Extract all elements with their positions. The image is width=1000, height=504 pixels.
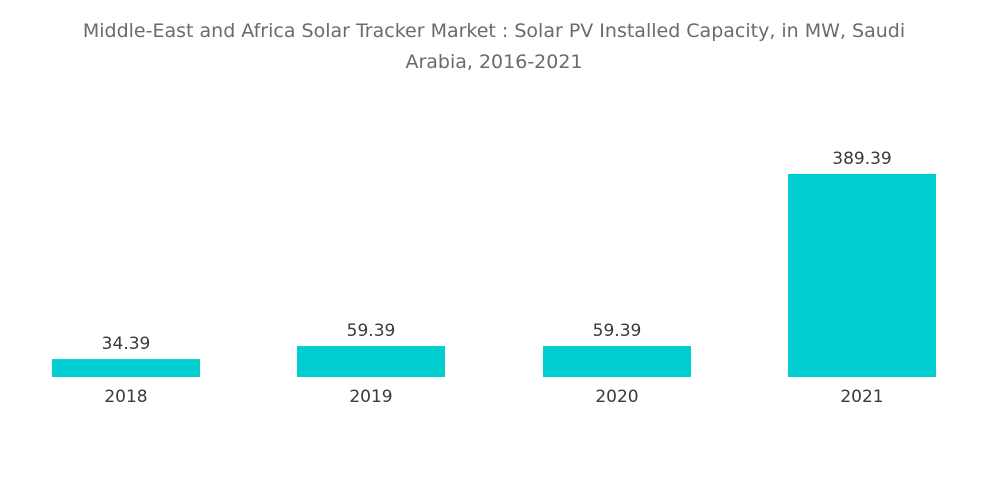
value-labels-group: 34.39 59.39 59.39 389.39 <box>102 149 892 354</box>
chart-title-line-2: Arabia, 2016-2021 <box>405 51 582 73</box>
value-label-2021: 389.39 <box>832 149 891 169</box>
category-label-2018: 2018 <box>104 387 147 407</box>
bars-group <box>52 174 936 377</box>
chart-title: Middle-East and Africa Solar Tracker Mar… <box>83 20 905 73</box>
value-label-2019: 59.39 <box>347 321 396 341</box>
category-labels-group: 2018 2019 2020 2021 <box>104 387 883 407</box>
category-label-2021: 2021 <box>840 387 883 407</box>
bar-2019 <box>297 346 445 377</box>
category-label-2020: 2020 <box>595 387 638 407</box>
bar-2020 <box>543 346 691 377</box>
chart-title-line-1: Middle-East and Africa Solar Tracker Mar… <box>83 20 905 42</box>
value-label-2018: 34.39 <box>102 334 151 354</box>
value-label-2020: 59.39 <box>593 321 642 341</box>
bar-2021 <box>788 174 936 377</box>
category-label-2019: 2019 <box>349 387 392 407</box>
bar-2018 <box>52 359 200 377</box>
